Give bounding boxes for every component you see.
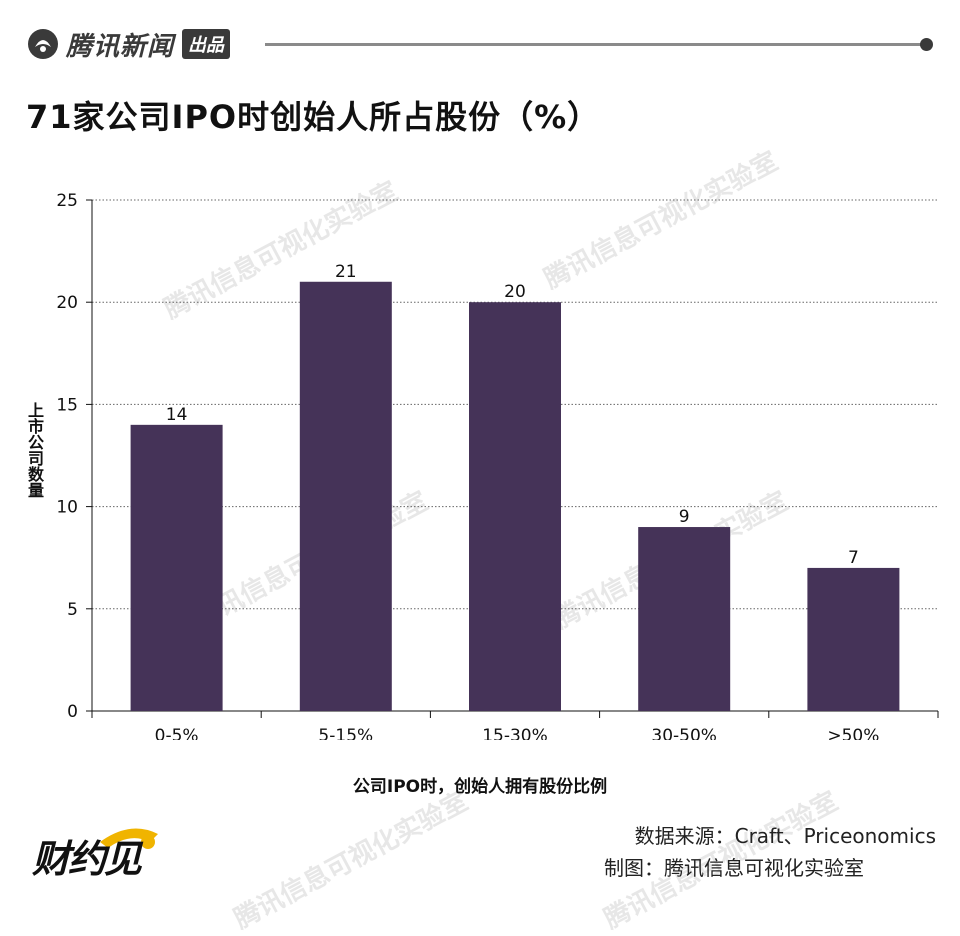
chart-title: 71家公司IPO时创始人所占股份（%） <box>26 98 601 136</box>
y-tick-label: 0 <box>67 702 78 722</box>
y-axis-label: 上市公司数量 <box>25 402 44 498</box>
data-source: 数据来源：Craft、Priceonomics <box>634 824 936 848</box>
y-tick-label: 15 <box>56 395 78 415</box>
x-tick-label: 15-30% <box>482 726 548 740</box>
bar-15-30% <box>469 302 561 711</box>
header-divider <box>265 43 925 46</box>
caiyuejian-logo-icon <box>100 828 158 849</box>
header-divider-dot <box>920 38 933 51</box>
y-tick-label: 5 <box>67 600 78 620</box>
x-tick-label: 30-50% <box>651 726 717 740</box>
bar-5-15% <box>299 281 392 711</box>
x-tick-label: 0-5% <box>155 726 199 740</box>
brand-name: 腾讯新闻 <box>66 31 175 62</box>
data-label: 9 <box>679 507 690 527</box>
y-tick-label: 20 <box>56 293 78 313</box>
x-axis-label: 公司IPO时，创始人拥有股份比例 <box>352 777 608 797</box>
watermark: 腾讯信息可视化实验室 <box>229 786 474 935</box>
data-label: 14 <box>166 405 188 425</box>
bar-chart: 0 5 10 15 20 25 14 0-5% 21 5-15% 20 15-30% 9 30-50% 7 >… <box>56 191 939 740</box>
y-tick-label: 25 <box>56 191 78 211</box>
bar-0-5% <box>130 424 223 711</box>
bar->50% <box>807 567 900 711</box>
y-tick-label: 10 <box>56 498 78 518</box>
data-label: 20 <box>504 282 526 302</box>
brand-header: 腾讯新闻 出品 <box>26 24 231 64</box>
x-tick-label: >50% <box>827 726 879 740</box>
brand-tag: 出品 <box>182 29 231 59</box>
bar-30-50% <box>638 527 731 711</box>
caiyuejian-logo-text: 财约见 <box>32 837 142 881</box>
data-label: 7 <box>848 548 859 568</box>
tencent-news-logo-icon <box>28 29 58 59</box>
x-tick-label: 5-15% <box>318 726 373 740</box>
data-label: 21 <box>335 262 357 282</box>
chart-maker: 制图：腾讯信息可视化实验室 <box>604 856 864 880</box>
